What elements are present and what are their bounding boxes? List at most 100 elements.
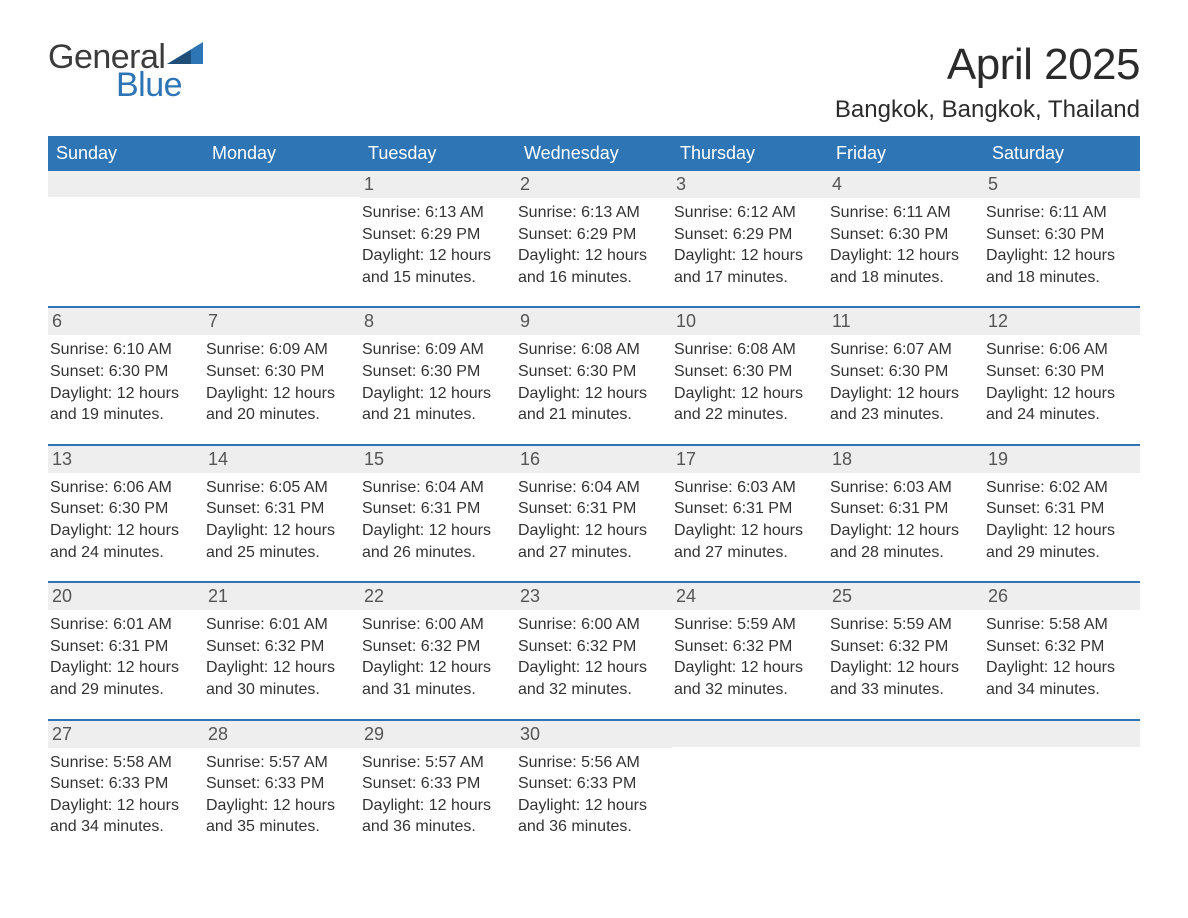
daylight-line: Daylight: 12 hours and 36 minutes.	[362, 795, 510, 838]
sunrise-line: Sunrise: 6:12 AM	[674, 202, 822, 224]
calendar-day: 25Sunrise: 5:59 AMSunset: 6:32 PMDayligh…	[828, 583, 984, 718]
day-number: 14	[204, 446, 360, 473]
daylight-line: Daylight: 12 hours and 32 minutes.	[674, 657, 822, 700]
sunset-line: Sunset: 6:30 PM	[362, 361, 510, 383]
calendar-day: 12Sunrise: 6:06 AMSunset: 6:30 PMDayligh…	[984, 308, 1140, 443]
day-number	[984, 721, 1140, 747]
day-number	[672, 721, 828, 747]
day-number	[828, 721, 984, 747]
calendar: SundayMondayTuesdayWednesdayThursdayFrid…	[48, 136, 1140, 856]
day-details: Sunrise: 6:00 AMSunset: 6:32 PMDaylight:…	[360, 610, 516, 700]
calendar-day: 18Sunrise: 6:03 AMSunset: 6:31 PMDayligh…	[828, 446, 984, 581]
month-title: April 2025	[835, 40, 1140, 90]
sunset-line: Sunset: 6:31 PM	[50, 636, 198, 658]
day-number: 23	[516, 583, 672, 610]
day-details: Sunrise: 6:08 AMSunset: 6:30 PMDaylight:…	[672, 335, 828, 425]
daylight-line: Daylight: 12 hours and 23 minutes.	[830, 383, 978, 426]
calendar-day: 16Sunrise: 6:04 AMSunset: 6:31 PMDayligh…	[516, 446, 672, 581]
day-number: 6	[48, 308, 204, 335]
calendar-day: 20 Sunrise: 6:01 AMSunset: 6:31 PMDayligh…	[48, 583, 204, 718]
day-number: 20	[48, 583, 204, 610]
sunrise-line: Sunrise: 6:13 AM	[518, 202, 666, 224]
day-number: 22	[360, 583, 516, 610]
sunrise-line: Sunrise: 5:57 AM	[362, 752, 510, 774]
calendar-day	[672, 721, 828, 856]
calendar-day: 29Sunrise: 5:57 AMSunset: 6:33 PMDayligh…	[360, 721, 516, 856]
daylight-line: Daylight: 12 hours and 16 minutes.	[518, 245, 666, 288]
day-details: Sunrise: 6:13 AMSunset: 6:29 PMDaylight:…	[360, 198, 516, 288]
daylight-line: Daylight: 12 hours and 29 minutes.	[50, 657, 198, 700]
sunset-line: Sunset: 6:33 PM	[206, 773, 354, 795]
calendar-day	[828, 721, 984, 856]
daylight-line: Daylight: 12 hours and 29 minutes.	[986, 520, 1134, 563]
weekday-header-row: SundayMondayTuesdayWednesdayThursdayFrid…	[48, 136, 1140, 171]
day-details: Sunrise: 6:09 AMSunset: 6:30 PMDaylight:…	[360, 335, 516, 425]
day-number: 2	[516, 171, 672, 198]
day-details: Sunrise: 5:59 AMSunset: 6:32 PMDaylight:…	[672, 610, 828, 700]
calendar-day: 13Sunrise: 6:06 AMSunset: 6:30 PMDayligh…	[48, 446, 204, 581]
daylight-line: Daylight: 12 hours and 20 minutes.	[206, 383, 354, 426]
sunrise-line: Sunrise: 6:09 AM	[206, 339, 354, 361]
daylight-line: Daylight: 12 hours and 32 minutes.	[518, 657, 666, 700]
sunrise-line: Sunrise: 6:08 AM	[674, 339, 822, 361]
sunset-line: Sunset: 6:31 PM	[674, 498, 822, 520]
day-details: Sunrise: 5:57 AMSunset: 6:33 PMDaylight:…	[360, 748, 516, 838]
calendar-day: 10Sunrise: 6:08 AMSunset: 6:30 PMDayligh…	[672, 308, 828, 443]
day-number: 12	[984, 308, 1140, 335]
day-details: Sunrise: 5:58 AMSunset: 6:33 PMDaylight:…	[48, 748, 204, 838]
day-number: 16	[516, 446, 672, 473]
calendar-day: 30Sunrise: 5:56 AMSunset: 6:33 PMDayligh…	[516, 721, 672, 856]
sunrise-line: Sunrise: 5:58 AM	[986, 614, 1134, 636]
calendar-day: 4Sunrise: 6:11 AMSunset: 6:30 PMDaylight…	[828, 171, 984, 306]
calendar-day: 9Sunrise: 6:08 AMSunset: 6:30 PMDaylight…	[516, 308, 672, 443]
daylight-line: Daylight: 12 hours and 18 minutes.	[986, 245, 1134, 288]
sunrise-line: Sunrise: 6:13 AM	[362, 202, 510, 224]
sunset-line: Sunset: 6:31 PM	[518, 498, 666, 520]
calendar-day	[204, 171, 360, 306]
day-number: 19	[984, 446, 1140, 473]
day-number: 27	[48, 721, 204, 748]
day-number: 4	[828, 171, 984, 198]
calendar-week: 6Sunrise: 6:10 AMSunset: 6:30 PMDaylight…	[48, 306, 1140, 443]
page-header: General Blue April 2025 Bangkok, Bangkok…	[48, 40, 1140, 124]
day-details: Sunrise: 6:03 AMSunset: 6:31 PMDaylight:…	[828, 473, 984, 563]
calendar-day: 1Sunrise: 6:13 AMSunset: 6:29 PMDaylight…	[360, 171, 516, 306]
sunset-line: Sunset: 6:30 PM	[986, 361, 1134, 383]
day-number: 3	[672, 171, 828, 198]
weekday-header: Thursday	[672, 136, 828, 171]
calendar-day: 8Sunrise: 6:09 AMSunset: 6:30 PMDaylight…	[360, 308, 516, 443]
day-number: 30	[516, 721, 672, 748]
daylight-line: Daylight: 12 hours and 24 minutes.	[986, 383, 1134, 426]
day-details: Sunrise: 5:57 AMSunset: 6:33 PMDaylight:…	[204, 748, 360, 838]
daylight-line: Daylight: 12 hours and 31 minutes.	[362, 657, 510, 700]
sunrise-line: Sunrise: 6:10 AM	[50, 339, 198, 361]
daylight-line: Daylight: 12 hours and 35 minutes.	[206, 795, 354, 838]
day-details: Sunrise: 6:09 AMSunset: 6:30 PMDaylight:…	[204, 335, 360, 425]
calendar-day: 6Sunrise: 6:10 AMSunset: 6:30 PMDaylight…	[48, 308, 204, 443]
sunset-line: Sunset: 6:33 PM	[362, 773, 510, 795]
daylight-line: Daylight: 12 hours and 33 minutes.	[830, 657, 978, 700]
weekday-header: Friday	[828, 136, 984, 171]
calendar-week: 27Sunrise: 5:58 AMSunset: 6:33 PMDayligh…	[48, 719, 1140, 856]
day-details: Sunrise: 6:12 AMSunset: 6:29 PMDaylight:…	[672, 198, 828, 288]
day-details: Sunrise: 6:06 AMSunset: 6:30 PMDaylight:…	[984, 335, 1140, 425]
sunrise-line: Sunrise: 5:59 AM	[674, 614, 822, 636]
calendar-day: 23Sunrise: 6:00 AMSunset: 6:32 PMDayligh…	[516, 583, 672, 718]
daylight-line: Daylight: 12 hours and 21 minutes.	[362, 383, 510, 426]
day-details: Sunrise: 6:08 AMSunset: 6:30 PMDaylight:…	[516, 335, 672, 425]
sunrise-line: Sunrise: 6:01 AM	[50, 614, 198, 636]
sunset-line: Sunset: 6:31 PM	[986, 498, 1134, 520]
day-number: 18	[828, 446, 984, 473]
day-details: Sunrise: 6:10 AMSunset: 6:30 PMDaylight:…	[48, 335, 204, 425]
day-details: Sunrise: 5:59 AMSunset: 6:32 PMDaylight:…	[828, 610, 984, 700]
sunrise-line: Sunrise: 6:07 AM	[830, 339, 978, 361]
day-number: 5	[984, 171, 1140, 198]
logo-flag-icon	[167, 42, 203, 68]
daylight-line: Daylight: 12 hours and 25 minutes.	[206, 520, 354, 563]
daylight-line: Daylight: 12 hours and 27 minutes.	[674, 520, 822, 563]
calendar-day: 3Sunrise: 6:12 AMSunset: 6:29 PMDaylight…	[672, 171, 828, 306]
day-number: 9	[516, 308, 672, 335]
sunset-line: Sunset: 6:30 PM	[830, 361, 978, 383]
day-number: 8	[360, 308, 516, 335]
daylight-line: Daylight: 12 hours and 28 minutes.	[830, 520, 978, 563]
